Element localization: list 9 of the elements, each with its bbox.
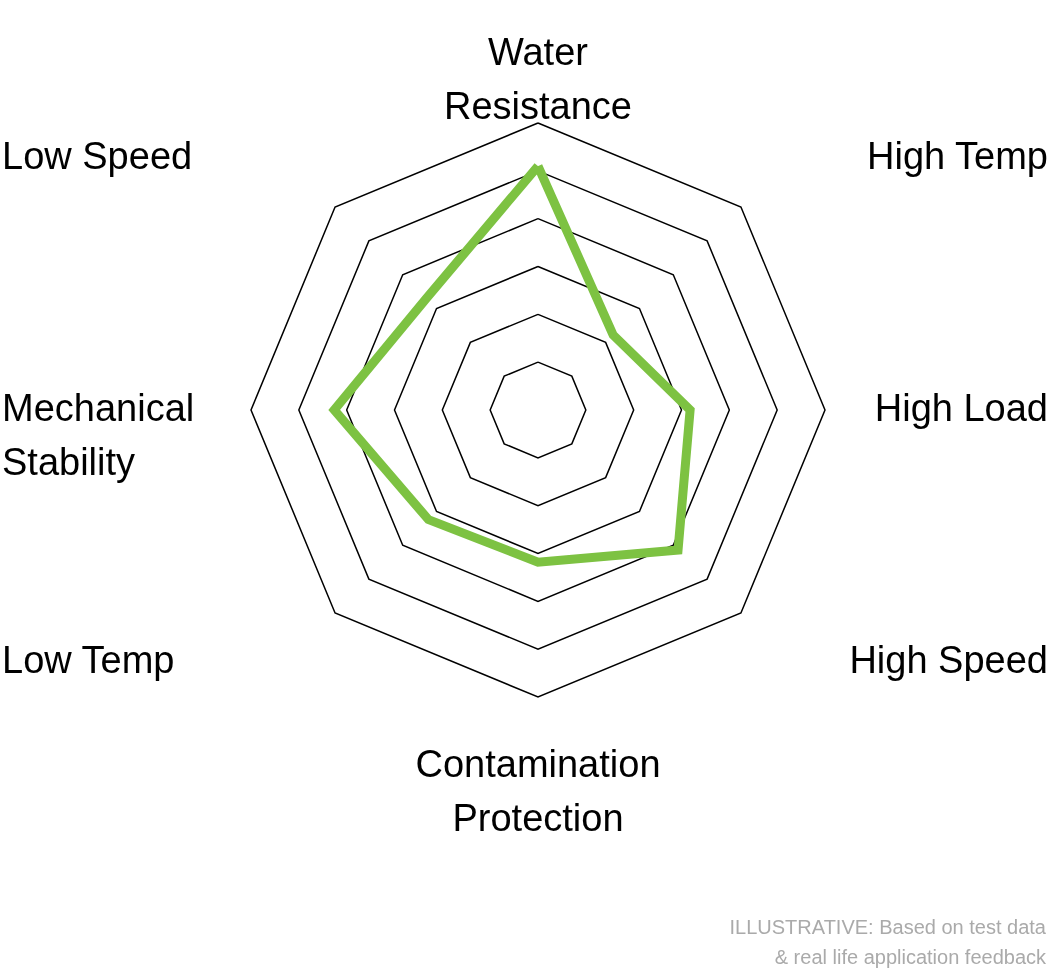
spoke-label: Low Speed xyxy=(2,135,193,178)
spoke-label: Contamination Protection xyxy=(415,742,661,839)
spoke-label: High Speed xyxy=(849,638,1048,681)
spoke-label: Low Temp xyxy=(2,638,175,681)
spoke-label: High Temp xyxy=(867,135,1048,178)
spoke-label: Water Resistance xyxy=(444,31,632,128)
text: ILLUSTRATIVE: Based on test data & real life application feedback xyxy=(728,915,1046,970)
spoke-label: Mechanical Stability xyxy=(2,387,195,483)
spoke-label: High Load xyxy=(874,387,1048,429)
